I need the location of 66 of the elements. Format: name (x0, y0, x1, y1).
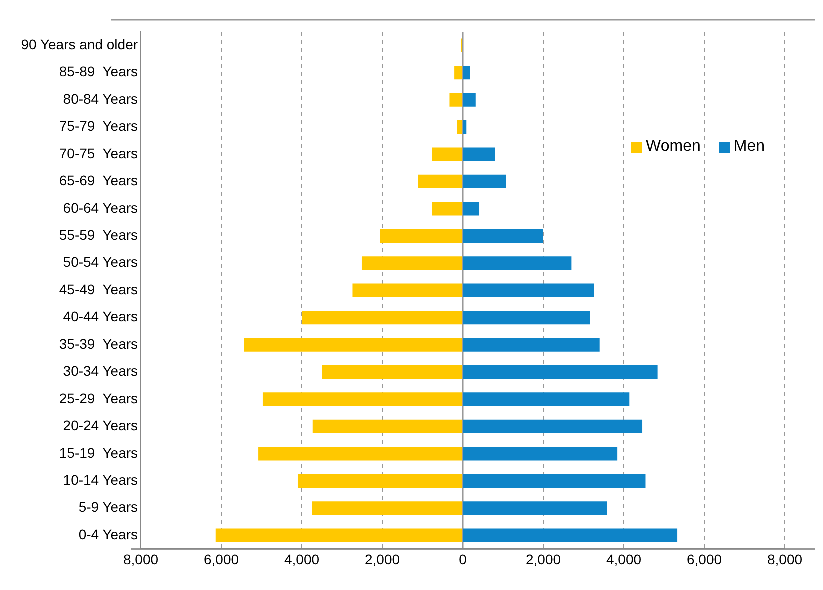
y-tick-label: 80-84 Years (63, 90, 138, 107)
y-tick-label: 35-39 Years (59, 336, 138, 352)
bar (380, 229, 463, 243)
bar (464, 229, 544, 243)
bar (464, 311, 590, 325)
y-tick-label: 5-9 Years (78, 499, 138, 516)
x-tick-label: 6,000 (686, 551, 722, 568)
y-tick-label: 15-19 Years (59, 444, 138, 461)
y-tick-label: 75-79 Years (59, 118, 138, 134)
legend-label: Men (734, 138, 765, 156)
x-tick-label: 8,000 (123, 551, 159, 568)
bar (454, 66, 463, 80)
bar (464, 338, 600, 352)
x-tick-label: 2,000 (526, 551, 562, 568)
y-tick-label: 90 Years and older (21, 36, 138, 52)
bar (464, 66, 470, 80)
y-tick-label: 65-69 Years (59, 172, 138, 189)
y-tick-label: 50-54 Years (63, 254, 138, 270)
bar (464, 284, 594, 298)
bar (352, 284, 463, 298)
y-tick-label: 0-4 Years (78, 526, 138, 542)
bar (464, 447, 618, 461)
bar (464, 420, 643, 434)
bar (457, 120, 463, 134)
bar (464, 474, 646, 488)
x-tick-label: 6,000 (204, 551, 240, 568)
y-tick-label: 70-75 Years (59, 145, 138, 162)
bar (450, 93, 463, 107)
bar (464, 174, 506, 189)
y-tick-label: 45-49 Years (59, 281, 138, 298)
bar (464, 148, 496, 162)
bar (464, 365, 658, 380)
y-tick-label: 40-44 Years (63, 308, 138, 325)
x-tick-label: 8,000 (767, 551, 803, 568)
bar (432, 202, 463, 216)
bar (464, 502, 608, 516)
y-tick-label: 85-89 Years (59, 64, 138, 80)
bar (362, 256, 463, 270)
y-tick-label: 20-24 Years (63, 418, 138, 434)
x-tick-label: 4,000 (284, 551, 320, 568)
bar (432, 148, 463, 162)
y-tick-label: 25-29 Years (59, 390, 138, 406)
bar (464, 528, 678, 542)
bar (464, 120, 467, 134)
x-tick-label: 2,000 (364, 551, 400, 568)
bar (312, 502, 463, 516)
bar (262, 392, 463, 406)
x-tick-label: 4,000 (606, 551, 642, 568)
bar (302, 311, 463, 325)
bar (464, 392, 630, 406)
y-tick-label: 55-59 Years (59, 227, 138, 244)
bar (244, 338, 463, 352)
bar (464, 256, 572, 270)
legend-label: Women (646, 138, 701, 156)
y-tick-label: 10-14 Years (63, 472, 138, 488)
bar (464, 202, 480, 216)
bar (298, 474, 463, 488)
bar (322, 365, 463, 380)
y-tick-label: 60-64 Years (63, 200, 138, 216)
bar (464, 93, 476, 107)
bar (258, 447, 463, 461)
bar (418, 174, 463, 189)
y-tick-label: 30-34 Years (63, 363, 138, 380)
bar (216, 528, 463, 542)
bar (312, 420, 463, 434)
x-tick-label: 0 (459, 551, 468, 568)
